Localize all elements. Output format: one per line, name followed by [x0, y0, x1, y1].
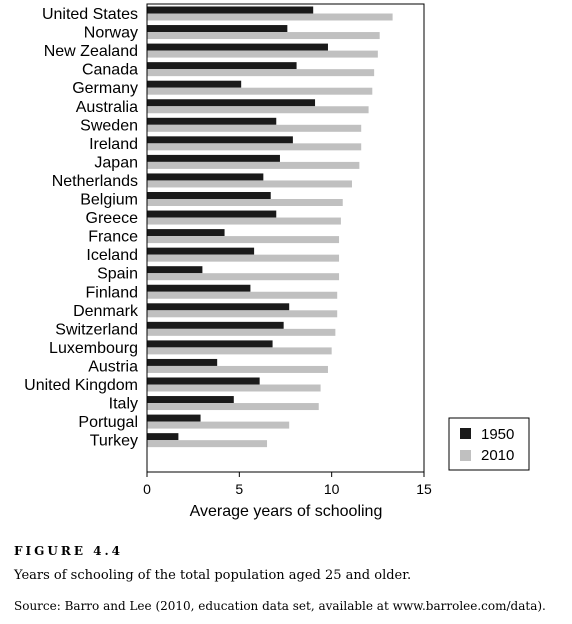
- bar-denmark-2010: [147, 310, 338, 318]
- bar-iceland-1950: [147, 247, 255, 255]
- bar-japan-1950: [147, 154, 280, 162]
- bar-switzerland-1950: [147, 321, 284, 329]
- bar-iceland-2010: [147, 254, 340, 262]
- bar-australia-2010: [147, 106, 369, 114]
- bar-belgium-1950: [147, 192, 271, 199]
- category-label-canada: Canada: [82, 62, 138, 79]
- bar-france-1950: [147, 229, 225, 237]
- bar-austria-2010: [147, 365, 328, 373]
- bar-austria-1950: [147, 358, 218, 366]
- category-label-portugal: Portugal: [78, 414, 138, 431]
- category-label-united-kingdom: United Kingdom: [24, 377, 138, 394]
- x-tick-label-0: 0: [143, 481, 151, 497]
- category-label-denmark: Denmark: [73, 303, 139, 320]
- legend: 1950 2010: [448, 417, 530, 471]
- x-axis-label: Average years of schooling: [190, 503, 383, 520]
- category-label-australia: Australia: [76, 99, 138, 116]
- category-label-switzerland: Switzerland: [55, 321, 138, 338]
- bar-canada-1950: [147, 62, 297, 70]
- legend-label-1950: 1950: [481, 426, 514, 443]
- bar-united-states-2010: [147, 13, 393, 21]
- legend-label-2010: 2010: [481, 447, 514, 464]
- bar-australia-1950: [147, 99, 316, 107]
- figure-caption: Years of schooling of the total populati…: [14, 568, 412, 583]
- legend-box: [448, 417, 530, 471]
- bar-germany-1950: [147, 80, 242, 88]
- bar-france-2010: [147, 236, 340, 244]
- bar-spain-1950: [147, 266, 203, 274]
- legend-swatch-2010: [460, 450, 471, 461]
- category-label-new-zealand: New Zealand: [44, 43, 138, 60]
- category-label-austria: Austria: [88, 358, 138, 375]
- bar-greece-1950: [147, 210, 277, 218]
- bar-greece-2010: [147, 217, 341, 225]
- bar-norway-2010: [147, 32, 380, 40]
- category-label-belgium: Belgium: [80, 192, 138, 209]
- category-label-netherlands: Netherlands: [52, 173, 138, 190]
- x-tick-label-5: 5: [235, 481, 243, 497]
- category-label-finland: Finland: [86, 284, 138, 301]
- bar-ireland-1950: [147, 136, 293, 144]
- figure-source: Source: Barro and Lee (2010, education d…: [14, 599, 546, 613]
- bar-ireland-2010: [147, 143, 362, 151]
- bar-new-zealand-1950: [147, 43, 328, 51]
- x-tick-label-15: 15: [416, 481, 432, 497]
- bar-finland-2010: [147, 291, 338, 299]
- category-label-iceland: Iceland: [86, 247, 138, 264]
- bar-portugal-1950: [147, 414, 201, 422]
- bar-denmark-1950: [147, 303, 290, 311]
- bar-netherlands-1950: [147, 173, 264, 181]
- bar-united-kingdom-2010: [147, 384, 321, 392]
- bar-turkey-2010: [147, 440, 268, 448]
- category-label-spain: Spain: [97, 266, 138, 283]
- x-tick-label-10: 10: [324, 481, 340, 497]
- category-label-japan: Japan: [94, 154, 138, 171]
- bar-norway-1950: [147, 25, 288, 33]
- category-label-sweden: Sweden: [80, 117, 138, 134]
- bar-netherlands-2010: [147, 180, 352, 188]
- bar-new-zealand-2010: [147, 50, 378, 58]
- bar-belgium-2010: [147, 199, 343, 206]
- category-label-germany: Germany: [72, 80, 138, 97]
- bar-portugal-2010: [147, 421, 290, 429]
- category-label-turkey: Turkey: [90, 433, 138, 450]
- bar-sweden-1950: [147, 117, 277, 125]
- x-axis-ticks: 0 5 10 15: [143, 472, 432, 497]
- bar-finland-1950: [147, 284, 251, 292]
- bar-italy-2010: [147, 403, 319, 411]
- category-label-luxembourg: Luxembourg: [49, 340, 138, 357]
- category-label-norway: Norway: [84, 25, 138, 42]
- bar-luxembourg-1950: [147, 340, 273, 348]
- figure-label: FIGURE 4.4: [14, 544, 124, 558]
- bar-switzerland-2010: [147, 328, 336, 336]
- bar-japan-2010: [147, 161, 360, 169]
- bar-luxembourg-2010: [147, 347, 332, 355]
- bar-canada-2010: [147, 69, 375, 77]
- chart-bars: [147, 6, 393, 448]
- category-label-italy: Italy: [109, 396, 138, 413]
- category-label-united-states: United States: [42, 6, 138, 23]
- category-label-france: France: [88, 229, 138, 246]
- bar-sweden-2010: [147, 124, 362, 132]
- bar-united-kingdom-1950: [147, 377, 260, 385]
- plot-frame: [146, 3, 425, 473]
- legend-swatch-1950: [460, 428, 471, 439]
- bar-united-states-1950: [147, 6, 314, 14]
- category-label-greece: Greece: [86, 210, 139, 227]
- bar-italy-1950: [147, 396, 234, 404]
- bar-turkey-1950: [147, 433, 179, 441]
- category-label-ireland: Ireland: [89, 136, 138, 153]
- bar-spain-2010: [147, 273, 340, 281]
- bar-germany-2010: [147, 87, 373, 95]
